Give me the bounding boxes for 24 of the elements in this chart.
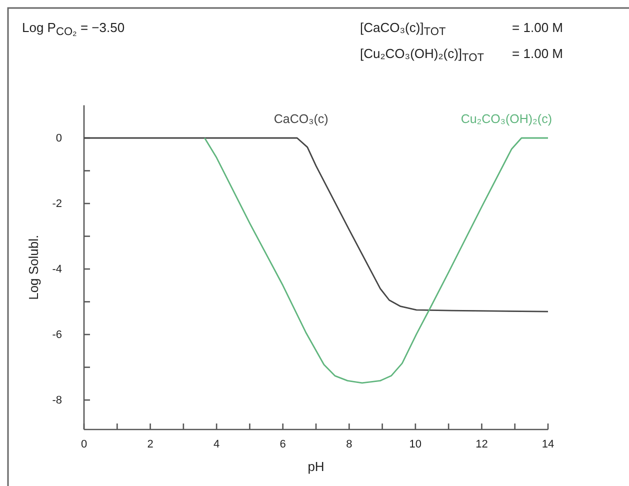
x-tick-label: 6 — [280, 438, 286, 450]
series-label: CaCO₃(c) — [274, 112, 328, 126]
line-series — [83, 137, 549, 312]
x-tick-label: 4 — [214, 438, 220, 450]
x-tick-label: 14 — [542, 438, 554, 450]
text: [CaCO₃(c)]$_{TOT}$ — [360, 20, 446, 38]
y-tick-label: 0 — [56, 132, 62, 145]
x-tick-label: 2 — [147, 438, 154, 450]
x-tick-label: 8 — [346, 438, 352, 450]
text: = 1.00 M — [512, 46, 563, 61]
text: [Cu₂CO₃(OH)₂(c)]$_{TOT}$ — [360, 46, 484, 64]
x-tick-label: 12 — [476, 438, 488, 450]
y-tick-label: -4 — [52, 264, 62, 276]
y-tick-label: -8 — [52, 394, 62, 407]
text: = 1.00 M — [512, 20, 563, 35]
x-tick-label: 0 — [80, 438, 88, 450]
y-tick-label: -6 — [52, 329, 62, 342]
x-tick-label: 10 — [409, 438, 422, 450]
y-tick-label: -2 — [52, 198, 62, 210]
series-label: Cu₂CO₃(OH)₂(c) — [460, 112, 552, 126]
x-axis-title: pH — [308, 459, 324, 474]
text: Log P$_{CO₂}$ = −3.50 — [22, 20, 125, 38]
line-series — [204, 137, 549, 384]
y-axis-title: Log Solubl. — [26, 234, 41, 300]
